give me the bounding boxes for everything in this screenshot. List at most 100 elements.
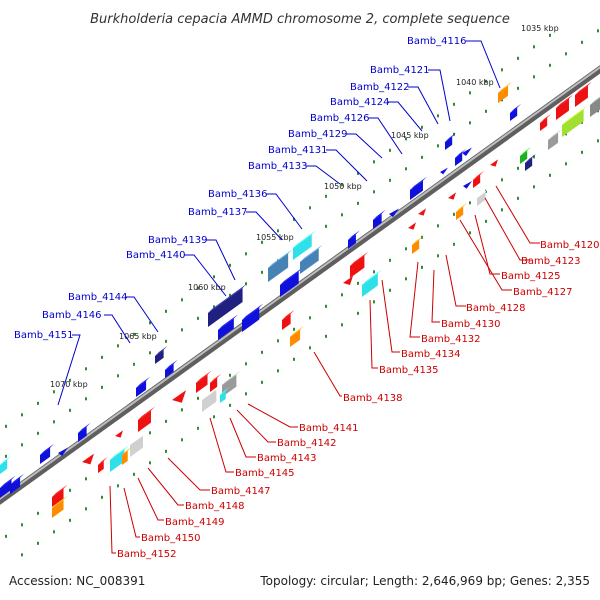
scale-dot: [341, 293, 343, 297]
gene-features: [0, 81, 600, 518]
gene-block: [540, 113, 552, 131]
scale-dot: [181, 298, 183, 302]
scale-dot: [517, 196, 519, 200]
scale-dot: [325, 194, 327, 198]
scale-dot: [533, 155, 535, 159]
scale-dot: [373, 300, 375, 304]
gene-block: [155, 345, 168, 364]
scale-dot: [501, 68, 503, 72]
scale-dot: [517, 86, 519, 90]
gene-label-forward: Bamb_4139: [148, 235, 208, 246]
scale-dot: [341, 183, 343, 187]
scale-dot: [197, 286, 199, 290]
gene-label-forward: Bamb_4133: [248, 161, 308, 172]
scale-dot: [181, 408, 183, 412]
gene-arrow: [448, 192, 456, 200]
scale-dot: [357, 201, 359, 205]
gene-label-forward: Bamb_4116: [407, 36, 467, 47]
gene-block: [498, 81, 513, 103]
scale-dot: [549, 63, 551, 67]
scale-dot: [85, 397, 87, 401]
gene-label-reverse: Bamb_4125: [501, 271, 561, 282]
scale-dot: [549, 173, 551, 177]
scale-dot: [69, 488, 71, 492]
scale-dot: [389, 258, 391, 262]
gene-block: [562, 105, 588, 137]
gene-block: [130, 431, 147, 457]
scale-dot: [485, 109, 487, 113]
scale-dot: [5, 424, 7, 428]
scale-dot: [197, 396, 199, 400]
gene-arrow: [462, 147, 472, 156]
gene-label-forward: Bamb_4122: [350, 82, 410, 93]
gene-block: [165, 359, 178, 378]
scale-dot: [581, 40, 583, 44]
scale-dot: [133, 362, 135, 366]
scale-dot: [357, 171, 359, 175]
scale-dot: [325, 334, 327, 338]
scale-dot: [229, 263, 231, 267]
kbp-label: 1050 kbp: [324, 182, 362, 191]
gene-block: [10, 473, 25, 494]
gene-block: [456, 202, 468, 220]
scale-dot: [501, 208, 503, 212]
scale-dot: [453, 102, 455, 106]
gene-label-forward: Bamb_4131: [268, 145, 328, 156]
gene-block: [52, 495, 68, 518]
scale-dot: [37, 541, 39, 545]
gene-label-reverse: Bamb_4150: [141, 533, 201, 544]
scale-dot: [325, 304, 327, 308]
scale-dot: [37, 431, 39, 435]
scale-dot: [405, 277, 407, 281]
scale-dot: [37, 401, 39, 405]
scale-dot: [37, 511, 39, 515]
gene-block: [0, 455, 12, 474]
gene-block: [242, 303, 264, 332]
accession-text: Accession: NC_008391: [9, 574, 145, 588]
scale-dot: [229, 373, 231, 377]
scale-dot: [421, 125, 423, 129]
gene-block: [208, 284, 247, 327]
scale-dot: [517, 56, 519, 60]
gene-block: [122, 446, 132, 465]
gene-label-reverse: Bamb_4132: [421, 334, 481, 345]
scale-dot: [309, 316, 311, 320]
summary-text: Topology: circular; Length: 2,646,969 bp…: [259, 574, 590, 588]
scale-dot: [437, 254, 439, 258]
scale-dot: [581, 150, 583, 154]
scale-dot: [405, 167, 407, 171]
scale-dot: [261, 380, 263, 384]
gene-block: [362, 269, 382, 297]
gene-block: [138, 406, 155, 432]
gene-block: [293, 230, 316, 260]
gene-label-reverse: Bamb_4143: [257, 453, 317, 464]
scale-dot: [21, 523, 23, 527]
gene-arrow: [115, 430, 123, 438]
gene-arrow: [463, 181, 472, 189]
scale-dot: [197, 316, 199, 320]
scale-dot: [101, 355, 103, 359]
gene-block: [78, 422, 91, 442]
gene-block: [556, 94, 573, 120]
scale-dot: [469, 91, 471, 95]
scale-dot: [357, 311, 359, 315]
gene-block: [52, 484, 68, 507]
gene-block: [525, 153, 537, 171]
scale-dot: [149, 431, 151, 435]
scale-dot: [533, 45, 535, 49]
gene-block: [455, 148, 467, 166]
scale-dot: [437, 224, 439, 228]
scale-dot: [309, 206, 311, 210]
gene-label-forward: Bamb_4124: [330, 97, 390, 108]
scale-dot: [597, 29, 599, 33]
scale-dot: [453, 132, 455, 136]
gene-label-forward: Bamb_4121: [370, 65, 430, 76]
scale-dot: [229, 403, 231, 407]
scale-dot: [373, 160, 375, 164]
scale-dot: [213, 415, 215, 419]
scale-dot: [245, 252, 247, 256]
gene-block: [282, 309, 295, 330]
scale-dot: [277, 339, 279, 343]
scale-dot: [53, 530, 55, 534]
scale-dot: [117, 374, 119, 378]
